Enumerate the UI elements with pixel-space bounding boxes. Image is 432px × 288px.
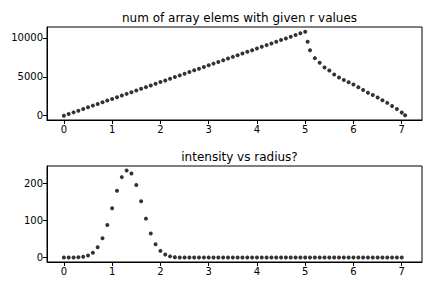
svg-text:4: 4 [254,124,260,135]
svg-text:3: 3 [205,124,211,135]
svg-text:0: 0 [37,110,43,121]
svg-text:5: 5 [302,124,308,135]
svg-text:1: 1 [109,266,115,277]
svg-text:4: 4 [254,266,260,277]
svg-text:5000: 5000 [18,71,43,82]
svg-text:6: 6 [350,266,356,277]
svg-text:6: 6 [350,124,356,135]
svg-text:1: 1 [109,124,115,135]
svg-text:7: 7 [399,124,405,135]
svg-text:200: 200 [24,178,43,189]
svg-text:5: 5 [302,266,308,277]
svg-text:0: 0 [37,252,43,263]
svg-text:0: 0 [61,266,67,277]
svg-text:0: 0 [61,124,67,135]
svg-text:100: 100 [24,215,43,226]
svg-text:2: 2 [157,124,163,135]
svg-text:intensity vs radius?: intensity vs radius? [181,150,297,164]
svg-text:3: 3 [205,266,211,277]
svg-text:7: 7 [399,266,405,277]
svg-text:10000: 10000 [11,32,43,43]
svg-text:2: 2 [157,266,163,277]
svg-text:num of array elems with given: num of array elems with given r values [122,11,357,25]
